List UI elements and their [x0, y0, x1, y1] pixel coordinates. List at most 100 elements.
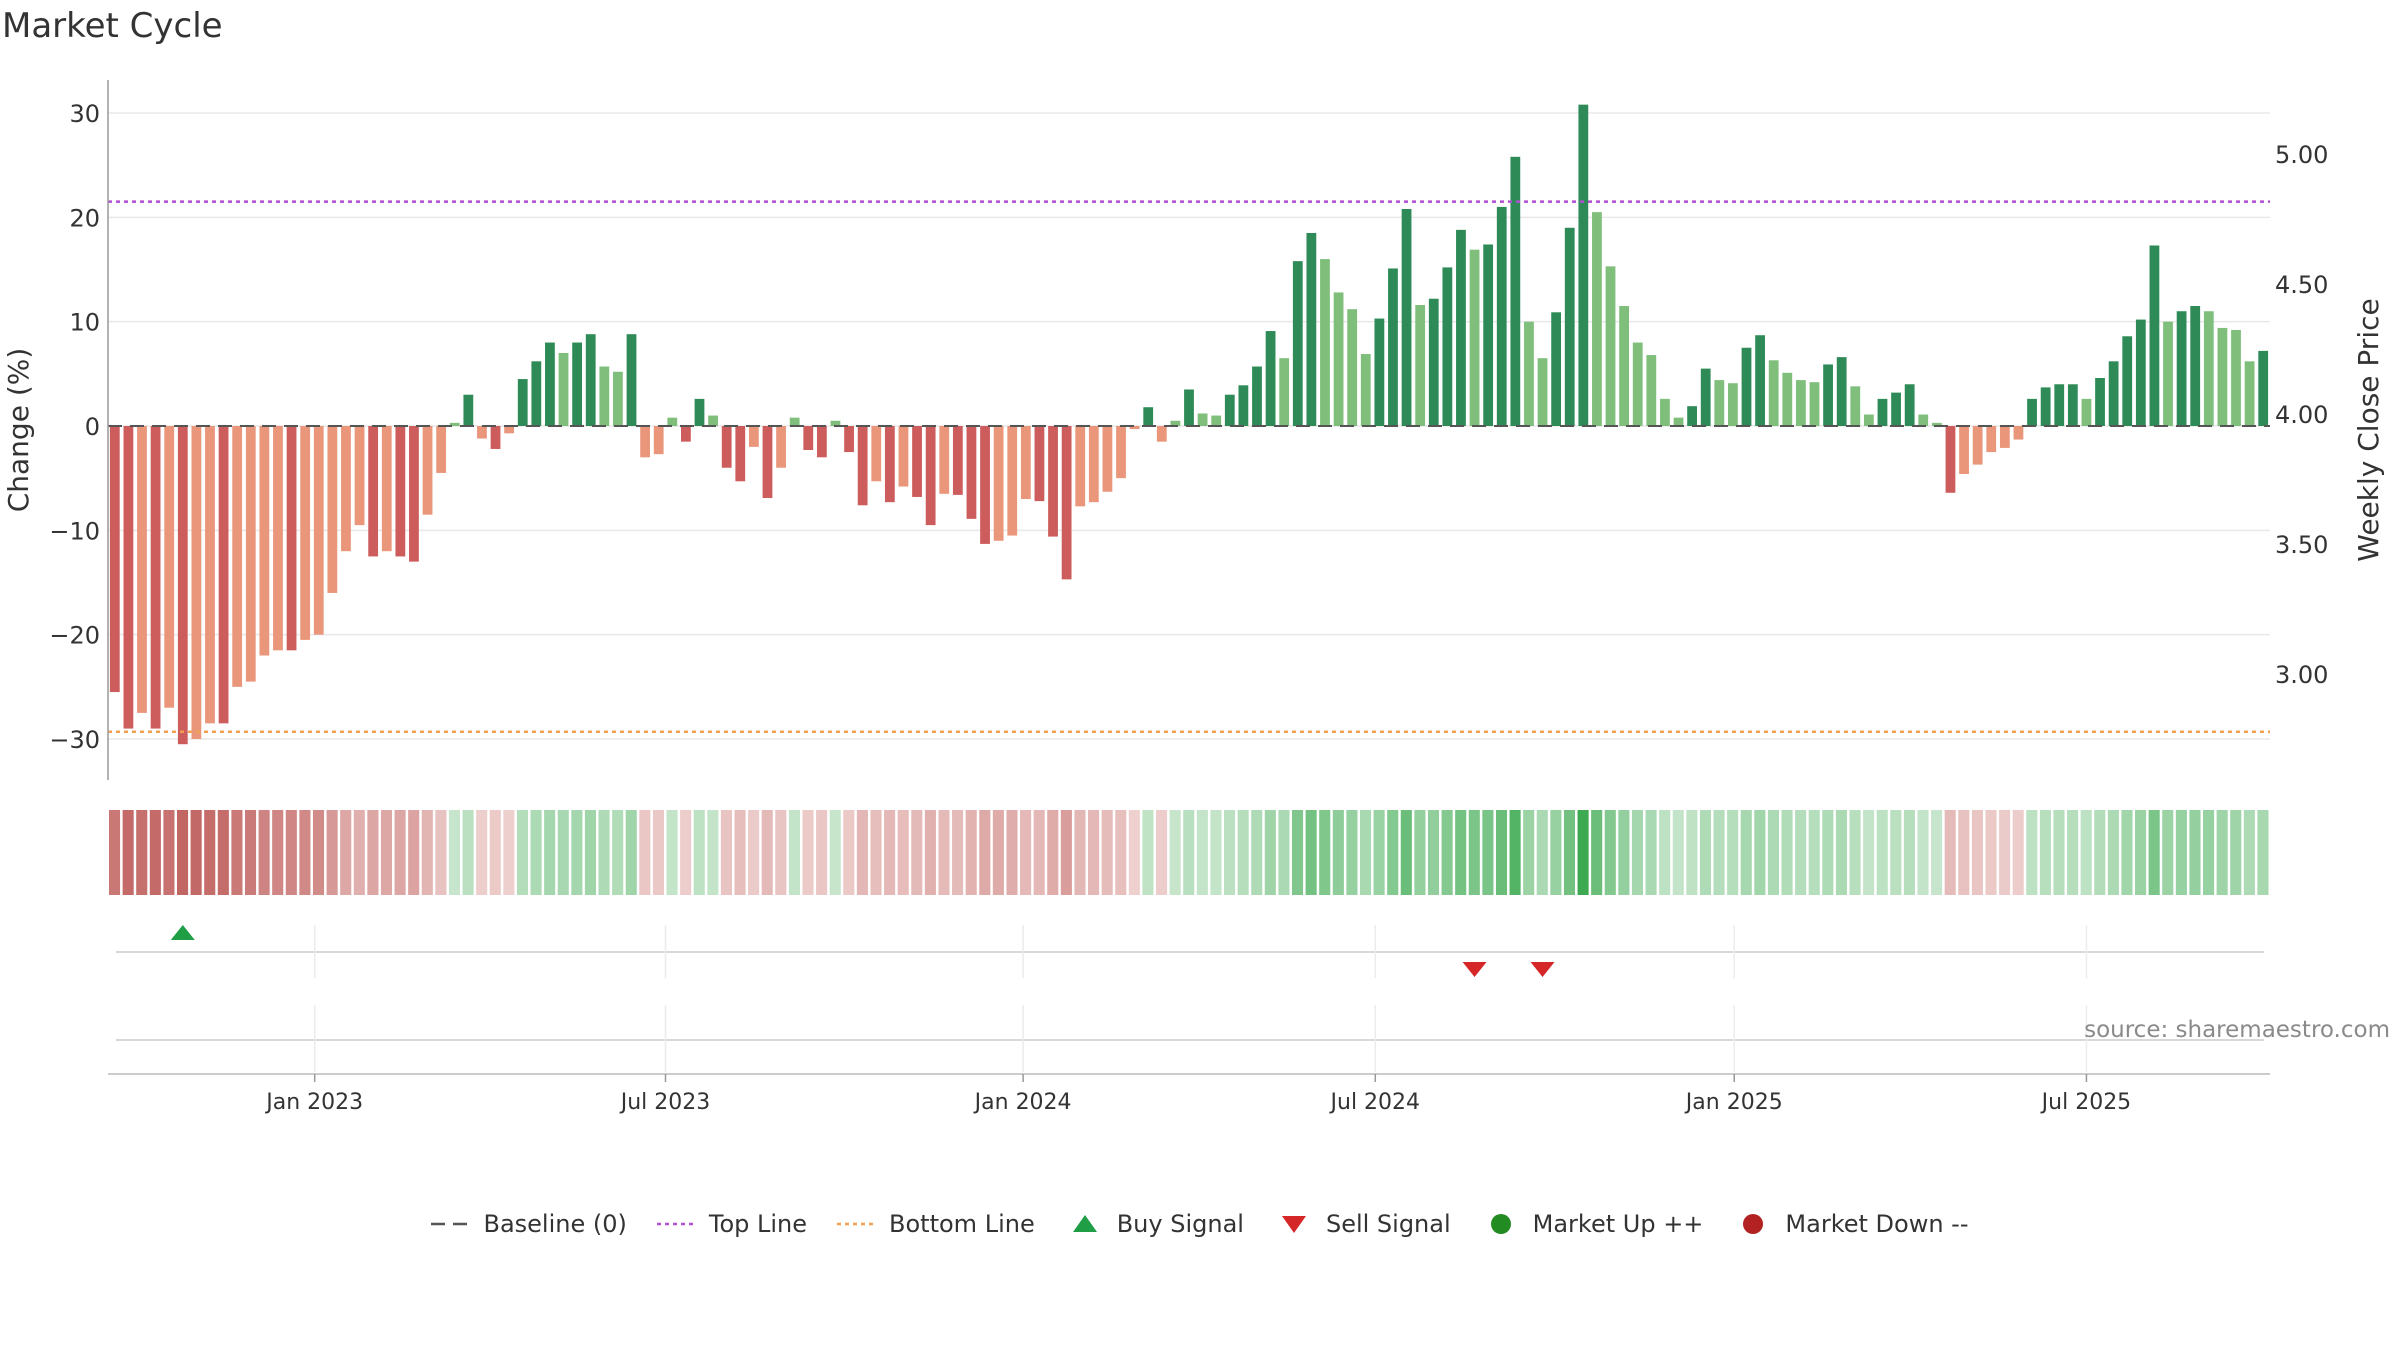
legend-item-market-up: Market Up ++ — [1481, 1210, 1703, 1238]
band-cell — [1631, 810, 1644, 895]
band-cell — [1876, 810, 1888, 895]
band-cell — [231, 810, 243, 895]
band-cell — [1686, 810, 1698, 895]
bar — [2231, 330, 2241, 426]
bar — [109, 426, 120, 693]
band-cell — [2094, 810, 2106, 895]
bar — [912, 426, 922, 497]
bar — [177, 426, 188, 745]
band-cell — [1495, 810, 1508, 895]
bar — [354, 426, 365, 526]
bar — [191, 426, 202, 739]
band-cell — [2080, 810, 2092, 895]
band-cell — [1713, 810, 1725, 895]
band-cell — [2162, 810, 2174, 895]
bar — [1918, 414, 1929, 426]
band-cell — [1604, 810, 1616, 895]
y-left-tick-label: 10 — [69, 309, 100, 337]
bar — [1496, 206, 1507, 426]
band-cell — [2230, 810, 2242, 895]
bar — [1877, 398, 1888, 426]
band-cell — [2189, 810, 2201, 895]
bar — [422, 426, 433, 515]
bar — [1972, 426, 1983, 465]
bar — [884, 426, 895, 503]
band-cell — [1672, 810, 1684, 895]
band-cell — [557, 810, 569, 895]
band-cell — [1427, 810, 1440, 895]
bar — [1374, 318, 1385, 426]
bar — [667, 417, 678, 426]
bar — [1483, 244, 1494, 426]
band-cell — [1441, 810, 1453, 895]
bar — [1768, 360, 1779, 426]
bar — [259, 426, 270, 656]
bar — [313, 426, 324, 635]
bar — [1863, 414, 1874, 426]
band-cell — [911, 810, 923, 895]
bar — [2054, 384, 2065, 426]
bar — [1891, 392, 1901, 426]
bar — [1184, 389, 1194, 426]
band-cell — [2243, 810, 2255, 895]
bar — [1347, 309, 1358, 426]
band-cell — [1387, 810, 1399, 895]
bar — [925, 426, 936, 526]
y-right-tick-label: 5.00 — [2275, 141, 2328, 169]
bar — [2095, 378, 2105, 426]
bar — [653, 426, 664, 455]
bar — [1197, 413, 1208, 426]
bar — [585, 334, 596, 426]
bar — [341, 426, 351, 552]
band-cell — [489, 810, 501, 895]
band-cell — [340, 810, 352, 895]
legend-item-bottom-line: Bottom Line — [837, 1210, 1035, 1238]
bar — [1823, 364, 1833, 426]
bar — [2203, 311, 2214, 426]
bar — [1795, 380, 1806, 426]
bar — [1850, 386, 1861, 426]
band-cell — [1645, 810, 1657, 895]
band-cell — [870, 810, 882, 895]
y-left-tick-label: −10 — [49, 517, 100, 545]
band-cell — [2257, 810, 2269, 895]
bar — [1632, 342, 1643, 426]
bar — [1143, 407, 1154, 426]
bar — [762, 426, 773, 498]
y-left-tick-label: 30 — [69, 100, 100, 128]
bar — [2135, 319, 2146, 426]
band-cell — [707, 810, 719, 895]
band-cell — [2121, 810, 2133, 895]
y-right-tick-label: 4.00 — [2275, 401, 2328, 429]
band-cell — [652, 810, 664, 895]
band-cell — [1142, 810, 1154, 895]
market-down-dot-icon — [1733, 1212, 1773, 1236]
band-cell — [1767, 810, 1779, 895]
band-cell — [109, 810, 121, 895]
bar — [735, 426, 746, 482]
bar — [1755, 335, 1765, 426]
band-cell — [476, 810, 488, 895]
band-cell — [1455, 810, 1467, 895]
band-cell — [788, 810, 800, 895]
bar — [1728, 383, 1738, 426]
bar — [613, 371, 623, 426]
band-cell — [1060, 810, 1072, 895]
band-cell — [1373, 810, 1385, 895]
band-cell — [1958, 810, 1970, 895]
bar — [626, 334, 637, 426]
band-cell — [1414, 810, 1426, 895]
band-cell — [122, 810, 134, 895]
band-cell — [190, 810, 202, 895]
bar — [517, 379, 528, 426]
band-cell — [625, 810, 637, 895]
bar — [327, 426, 338, 593]
band-cell — [897, 810, 909, 895]
bar — [2217, 327, 2228, 426]
bar — [1170, 420, 1181, 426]
band-cell — [1550, 810, 1562, 895]
axes: 30 20 10 0 −10 −20 −30 5.00 4.50 4.00 3.50 3.00 Chan… — [2, 80, 2385, 780]
band-cell — [2012, 810, 2024, 895]
band-cell — [612, 810, 624, 895]
